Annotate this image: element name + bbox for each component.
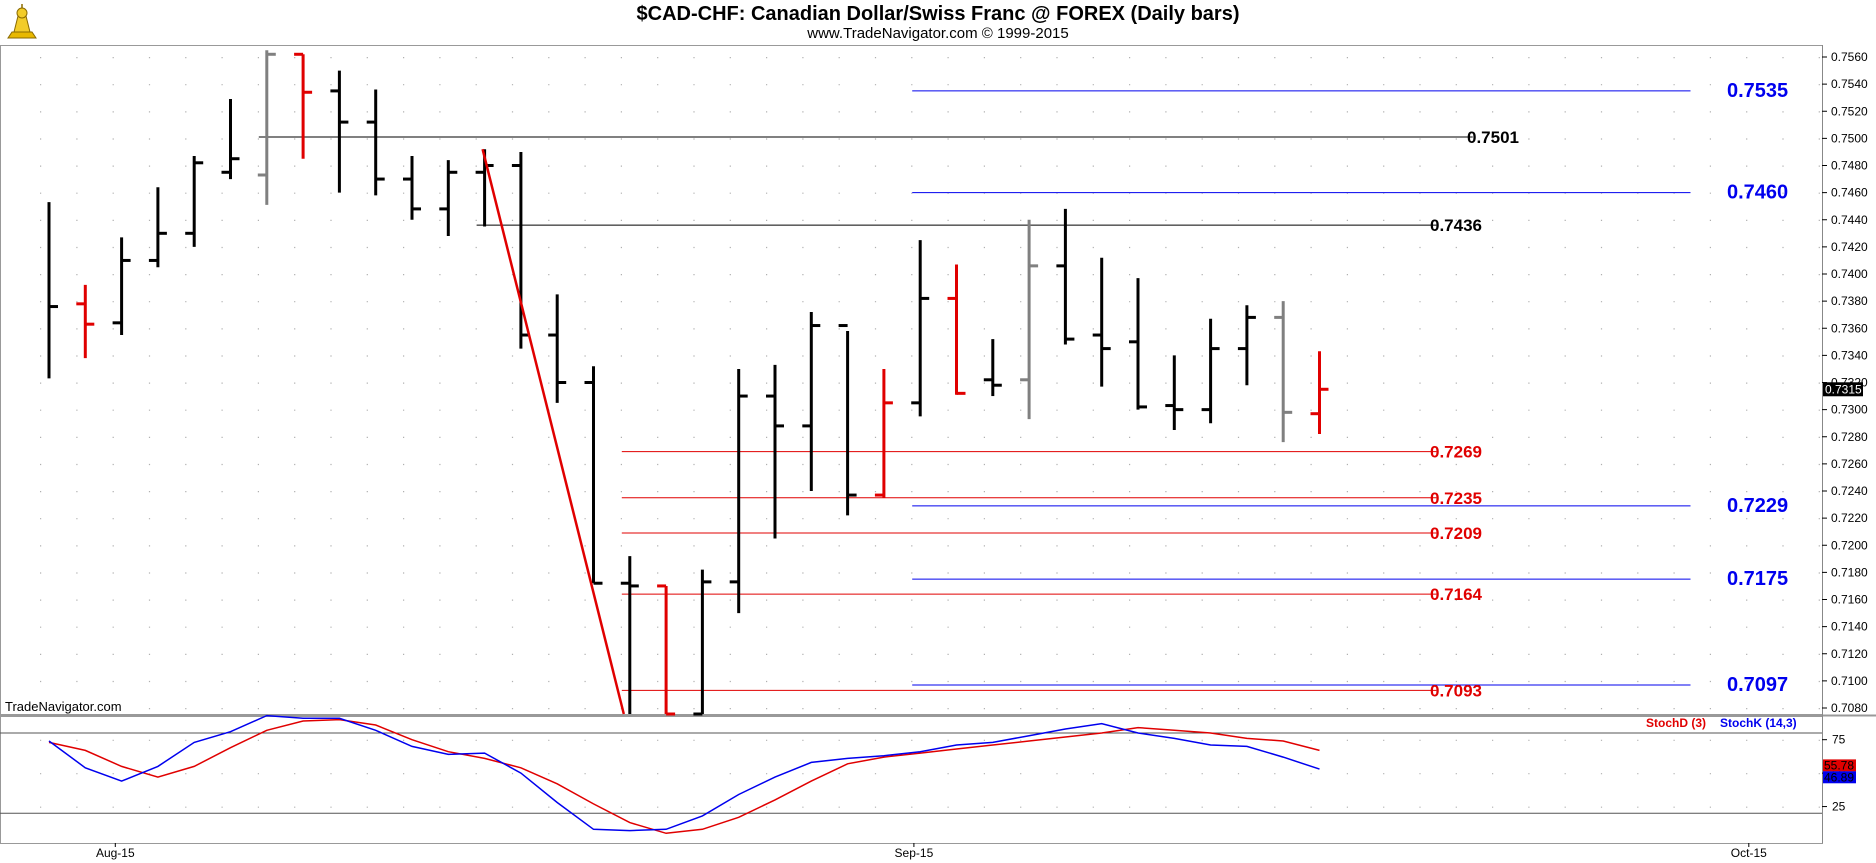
- price-tick-label: 0.7240: [1831, 484, 1868, 498]
- stoch-last-label-0: 55.78: [1824, 758, 1854, 772]
- level-label-0.7535: 0.7535: [1727, 80, 1788, 102]
- price-tick-label: 0.7120: [1831, 647, 1868, 661]
- tradenavigator-logo-icon: [2, 2, 42, 47]
- level-label-0.7460: 0.7460: [1727, 182, 1788, 204]
- price-tick-label: 0.7200: [1831, 538, 1868, 552]
- price-tick-label: 0.7100: [1831, 674, 1868, 688]
- legend-stochd: StochD (3): [1646, 716, 1706, 730]
- price-panel-frame: [0, 45, 1823, 715]
- stoch-series-1: [48, 714, 1320, 832]
- price-tick-label: 0.7460: [1831, 186, 1868, 200]
- date-label-Aug-15: Aug-15: [96, 846, 135, 860]
- price-tick-label: 0.7220: [1831, 511, 1868, 525]
- price-tick-label: 0.7160: [1831, 593, 1868, 607]
- chart-subtitle: www.TradeNavigator.com © 1999-2015: [807, 25, 1069, 42]
- price-tick-label: 0.7560: [1831, 50, 1868, 64]
- level-label-0.7436: 0.7436: [1430, 216, 1482, 235]
- price-tick-label: 0.7340: [1831, 348, 1868, 362]
- price-tick-label: 0.7440: [1831, 213, 1868, 227]
- stoch-series-0: [48, 718, 1320, 835]
- level-label-0.7229: 0.7229: [1727, 495, 1788, 517]
- stoch-tick-label: 25: [1832, 800, 1846, 814]
- level-label-0.7175: 0.7175: [1727, 568, 1788, 590]
- grid-dot-pattern: [40, 57, 1820, 808]
- price-tick-label: 0.7180: [1831, 565, 1868, 579]
- stoch-tick-label: 75: [1832, 733, 1846, 747]
- level-label-0.7235: 0.7235: [1430, 489, 1482, 508]
- price-tick-label: 0.7500: [1831, 131, 1868, 145]
- price-tick-label: 0.7380: [1831, 294, 1868, 308]
- panel-frames: [0, 45, 1876, 844]
- level-label-0.7269: 0.7269: [1430, 443, 1482, 462]
- chart-title: $CAD-CHF: Canadian Dollar/Swiss Franc @ …: [636, 3, 1240, 25]
- stoch-last-marker-0: [1823, 759, 1856, 772]
- level-label-0.7097: 0.7097: [1727, 674, 1788, 696]
- last-price-label: 0.7315: [1825, 382, 1862, 396]
- price-tick-label: 0.7080: [1831, 701, 1868, 715]
- stoch-last-label-1: 46.89: [1824, 770, 1854, 784]
- stoch-last-marker-1: [1823, 771, 1856, 784]
- price-tick-label: 0.7140: [1831, 620, 1868, 634]
- legend-stochk: StochK (14,3): [1720, 716, 1797, 730]
- price-tick-label: 0.7360: [1831, 321, 1868, 335]
- price-tick-label: 0.7480: [1831, 159, 1868, 173]
- price-tick-label: 0.7520: [1831, 104, 1868, 118]
- date-label-Sep-15: Sep-15: [895, 846, 934, 860]
- level-label-0.7164: 0.7164: [1430, 585, 1483, 604]
- trendline-group: [481, 148, 626, 715]
- watermark-text: TradeNavigator.com: [5, 699, 122, 714]
- price-bars: [47, 50, 1329, 716]
- price-tick-label: 0.7300: [1831, 403, 1868, 417]
- price-tick-label: 0.7400: [1831, 267, 1868, 281]
- level-label-0.7093: 0.7093: [1430, 681, 1482, 700]
- price-tick-label: 0.7420: [1831, 240, 1868, 254]
- level-lines: 0.7535 0.7501 0.7460 0.7436 0.7269 0.7235 0.72…: [258, 80, 1788, 700]
- stochastic-panel-frame: [0, 716, 1823, 844]
- price-tick-label: 0.7540: [1831, 77, 1868, 91]
- level-label-0.7501: 0.7501: [1467, 128, 1519, 147]
- level-label-0.7209: 0.7209: [1430, 524, 1482, 543]
- last-price-marker: [1823, 382, 1863, 397]
- grid-dots: [40, 57, 1820, 808]
- date-axis: Aug-15 Sep-15 Oct-15: [96, 843, 1767, 860]
- red-trendline: [481, 148, 626, 715]
- date-label-Oct-15: Oct-15: [1731, 846, 1767, 860]
- price-tick-label: 0.7280: [1831, 430, 1868, 444]
- price-axis: 0.7560 0.7540 0.7520 0.7500 0.7480 0.7460 0.74…: [1822, 50, 1868, 715]
- price-tick-label: 0.7260: [1831, 457, 1868, 471]
